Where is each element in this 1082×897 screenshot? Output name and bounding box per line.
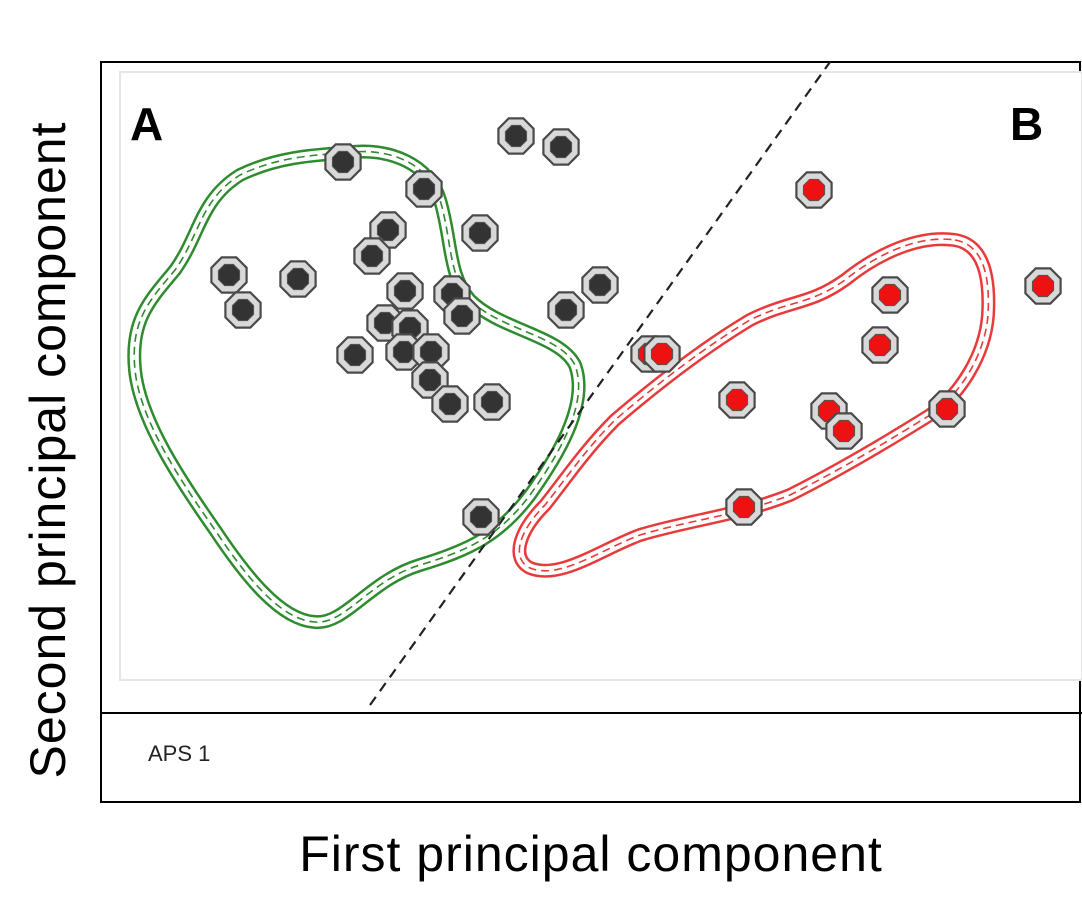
series-b-point — [928, 390, 966, 428]
series-b-point — [643, 335, 681, 373]
series-a-point — [385, 333, 423, 371]
series-a-point — [443, 297, 481, 335]
series-b-point — [795, 171, 833, 209]
series-b-point — [825, 412, 863, 450]
series-a-point — [324, 143, 362, 181]
series-b-point — [718, 381, 756, 419]
series-a-point — [210, 256, 248, 294]
series-a-point — [461, 214, 499, 252]
series-a-point — [547, 291, 585, 329]
series-a-point — [224, 291, 262, 329]
series-b-point — [1024, 267, 1062, 305]
series-a-point — [542, 128, 580, 166]
series-b-points — [630, 171, 1062, 526]
footer-label: APS 1 — [148, 741, 210, 766]
series-a-point — [412, 333, 450, 371]
series-a-point — [497, 117, 535, 155]
series-b-point — [725, 488, 763, 526]
series-a-point — [279, 260, 317, 298]
series-a-point — [581, 266, 619, 304]
x-axis-label: First principal component — [299, 826, 883, 882]
plot-inner-panel — [119, 71, 1082, 681]
group-label-a: A — [130, 98, 163, 150]
series-a-point — [336, 336, 374, 374]
y-axis-label: Second principal component — [20, 121, 76, 779]
series-b-point — [871, 276, 909, 314]
series-a-point — [353, 237, 391, 275]
separator-dashed-line — [369, 61, 831, 706]
series-b-point — [861, 326, 899, 364]
series-a-point — [431, 385, 469, 423]
series-a-points — [210, 117, 619, 536]
group-label-b: B — [1010, 98, 1043, 150]
series-a-point — [462, 498, 500, 536]
series-a-point — [405, 170, 443, 208]
series-a-point — [386, 272, 424, 310]
series-a-point — [473, 383, 511, 421]
